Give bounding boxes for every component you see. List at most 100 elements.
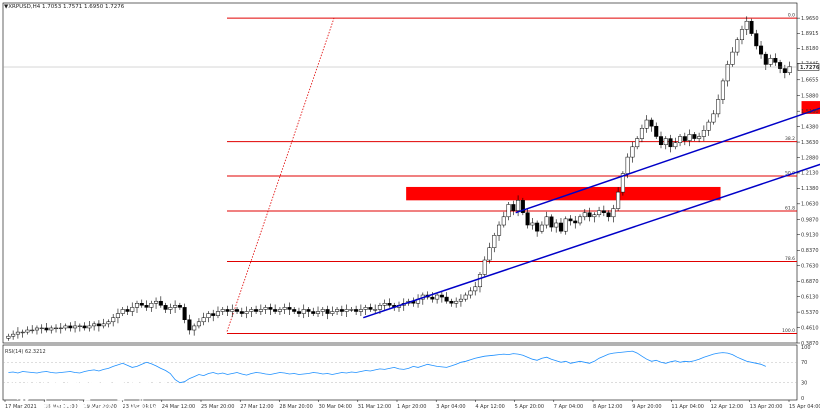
time-tick-label: 15 Apr 04:00 [789, 404, 820, 410]
price-tick-label: 0.7630 [801, 263, 819, 269]
candle-body [711, 113, 716, 123]
candle-body [516, 200, 521, 211]
candle-body [497, 224, 502, 236]
fib-swing-line [226, 18, 335, 332]
candle-body [511, 204, 516, 211]
time-tick-label: 3 Apr 04:00 [436, 404, 465, 410]
fib-level-label: 78.6 [785, 256, 795, 262]
candle-body [273, 309, 278, 312]
candle-body [763, 53, 768, 65]
candle-body [206, 313, 211, 318]
candle-body [754, 33, 759, 47]
candle-body [720, 80, 725, 100]
candle-body [706, 121, 711, 131]
time-tick-label: 19 Mar 20:00 [83, 404, 116, 410]
candle-body [654, 125, 659, 137]
candle-body [101, 323, 106, 327]
candle-body [568, 218, 573, 222]
price-tick-label: 1.2880 [801, 155, 819, 161]
candle-body [554, 222, 559, 228]
candle-body [311, 311, 316, 314]
candle-body [606, 212, 611, 218]
candle-body [725, 64, 730, 82]
candle-body [230, 309, 235, 312]
price-tick-label: 1.8180 [801, 46, 819, 52]
resistance-zone [801, 101, 820, 114]
watermark-tagline: Instant Forex Trading [44, 397, 157, 411]
time-tick-label: 13 Apr 20:00 [750, 404, 783, 410]
current-price-box [797, 63, 820, 71]
candle-body [778, 62, 783, 69]
candle-body [506, 204, 511, 218]
candle-body [354, 309, 359, 312]
candle-body [111, 317, 116, 323]
candle-body [182, 307, 187, 320]
candle-body [768, 58, 773, 65]
indicator-tick-label: 70 [801, 360, 807, 366]
candle-body [115, 313, 120, 318]
price-tick-label: 0.9870 [801, 217, 819, 223]
candle-body [39, 327, 44, 330]
candle-body [106, 321, 111, 325]
price-tick-label: 1.4380 [801, 124, 819, 130]
time-tick-label: 27 Mar 12:00 [240, 404, 273, 410]
candle-body [673, 142, 678, 148]
price-tick-label: 0.8370 [801, 248, 819, 254]
candle-body [587, 212, 592, 218]
time-tick-label: 5 Apr 20:00 [515, 404, 544, 410]
candle-body [87, 325, 92, 329]
candle-body [120, 309, 125, 314]
price-tick-label: 1.6655 [801, 78, 819, 84]
watermark: instaforex Instant Forex Trading [8, 371, 167, 411]
indicator-series-line [8, 350, 766, 384]
time-tick-label: 4 Apr 12:00 [475, 404, 504, 410]
indicator-pane-frame [2, 344, 798, 401]
chart-title: ▼XRPUSD,H4 1.7053 1.7571 1.6950 1.7276 [4, 4, 125, 10]
candle-body [525, 212, 530, 226]
candle-body [535, 222, 540, 232]
candle-body [244, 311, 249, 314]
price-tick-label: 1.2130 [801, 171, 819, 177]
candle-body [749, 20, 754, 34]
current-price-label: 1.7276 [800, 65, 820, 71]
candle-body [130, 307, 135, 312]
fib-level-label: 38.2 [785, 136, 795, 142]
candle-body [473, 286, 478, 292]
time-tick-label: 8 Apr 12:00 [593, 404, 622, 410]
candle-body [625, 156, 630, 174]
candle-body [782, 68, 787, 73]
candle-body [358, 309, 363, 312]
candle-body [387, 303, 392, 306]
indicator-label: RSI(14) 62.3212 [5, 349, 46, 355]
candle-body [582, 212, 587, 218]
price-tick-label: 0.9130 [801, 233, 819, 239]
time-tick-label: 24 Mar 12:00 [162, 404, 195, 410]
trendline [363, 163, 820, 319]
candle-body [678, 136, 683, 143]
candle-body [759, 45, 764, 55]
price-tick-label: 0.6870 [801, 279, 819, 285]
instaforex-logo-icon [8, 372, 38, 402]
candle-body [735, 39, 740, 53]
candle-body [644, 119, 649, 129]
price-tick-label: 1.5130 [801, 109, 819, 115]
candle-body [544, 216, 549, 226]
candle-body [787, 66, 792, 73]
candle-body [468, 290, 473, 296]
candle-body [601, 210, 606, 213]
candle-body [430, 296, 435, 300]
price-tick-label: 1.9650 [801, 16, 819, 22]
price-tick-label: 0.4610 [801, 326, 819, 332]
candle-body [315, 311, 321, 314]
candle-body [144, 305, 149, 308]
time-tick-label: 28 Mar 20:00 [279, 404, 312, 410]
candle-body [25, 329, 30, 333]
candle-body [697, 136, 702, 139]
candle-body [444, 296, 449, 302]
indicator-tick-label: 30 [801, 381, 807, 387]
trendline [515, 107, 820, 214]
time-tick-label: 31 Mar 12:00 [358, 404, 391, 410]
candle-body [382, 303, 387, 306]
candle-body [239, 311, 244, 314]
candle-body [68, 325, 73, 329]
